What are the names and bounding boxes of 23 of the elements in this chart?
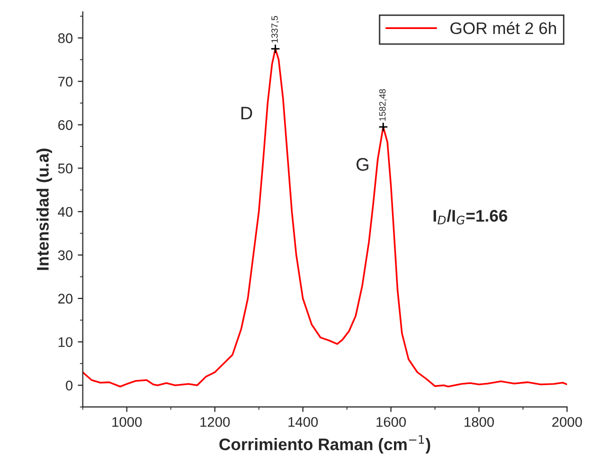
x-tick-label: 1200	[200, 417, 230, 427]
annotation: D	[241, 106, 252, 120]
x-tick-label: 1600	[376, 417, 406, 427]
annotation: 1337,5	[271, 16, 279, 43]
y-tick-label: 80	[58, 33, 72, 44]
legend-label: GOR mét 2 6h	[450, 22, 556, 34]
annotation: 1582,48	[379, 89, 387, 121]
annotation: I$_{D}$/I$_{G}$=1.66	[434, 209, 508, 224]
y-tick-label: 40	[58, 206, 72, 217]
y-tick-label: 0	[66, 380, 72, 390]
annotation: G	[356, 158, 368, 171]
y-tick-label: 30	[58, 250, 72, 260]
x-tick-label: 1800	[464, 417, 494, 427]
x-tick-label: 1400	[288, 417, 318, 427]
y-axis-title: Intensidad (u.a)	[36, 148, 52, 270]
x-axis-title: Corrimiento Raman (cm$^{−1}$)	[219, 435, 430, 454]
y-tick-label: 20	[58, 294, 72, 304]
y-tick-label: 50	[58, 164, 72, 174]
x-tick-label: 2000	[552, 417, 582, 427]
y-tick-label: 10	[58, 337, 72, 348]
y-tick-label: 60	[58, 120, 72, 130]
x-tick-label: 1000	[112, 417, 142, 427]
y-tick-label: 70	[58, 76, 72, 87]
